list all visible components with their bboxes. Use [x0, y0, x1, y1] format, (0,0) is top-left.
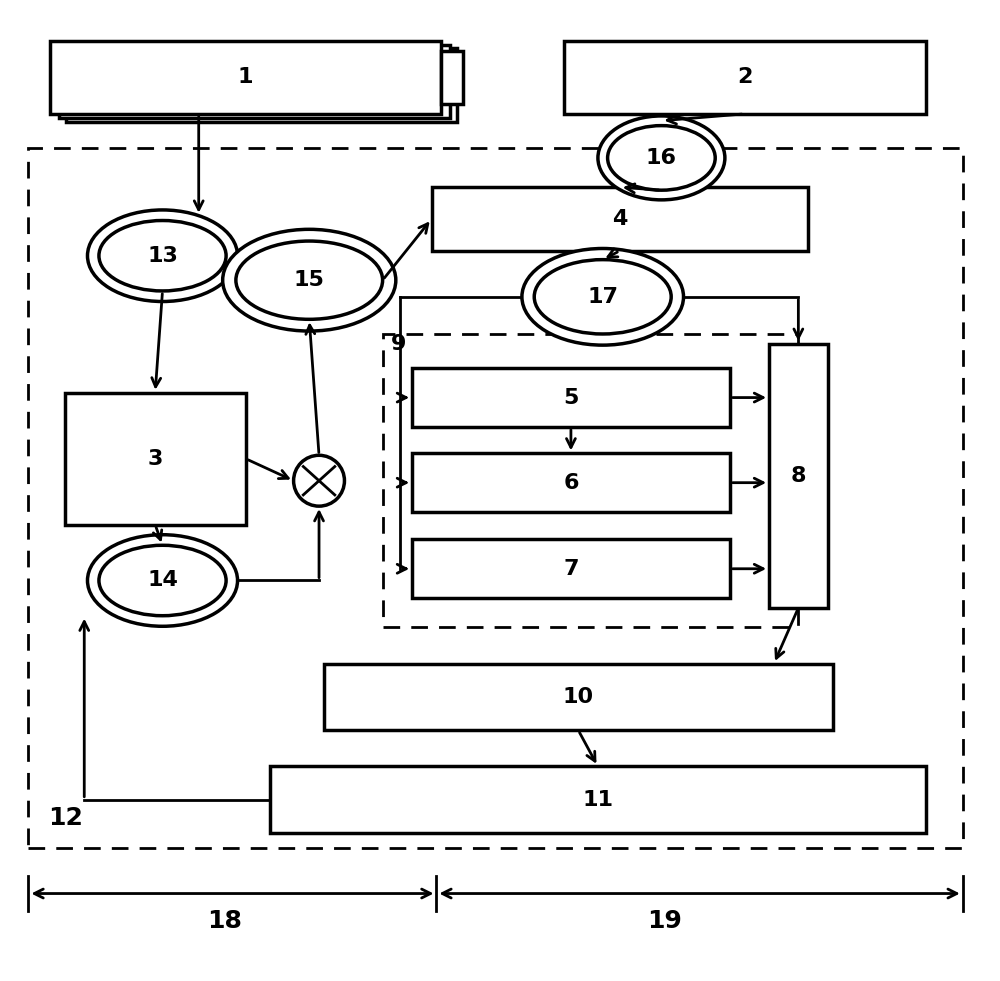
FancyBboxPatch shape	[324, 663, 833, 730]
FancyBboxPatch shape	[412, 453, 730, 512]
Text: 19: 19	[647, 909, 682, 933]
Ellipse shape	[87, 210, 238, 301]
Ellipse shape	[236, 241, 383, 319]
Ellipse shape	[223, 230, 396, 331]
FancyBboxPatch shape	[66, 48, 457, 122]
Text: 12: 12	[48, 806, 83, 830]
FancyBboxPatch shape	[50, 40, 441, 114]
FancyBboxPatch shape	[769, 343, 828, 608]
Text: 13: 13	[147, 245, 178, 266]
FancyBboxPatch shape	[412, 368, 730, 427]
Ellipse shape	[87, 535, 238, 626]
Ellipse shape	[99, 221, 226, 291]
Ellipse shape	[522, 248, 684, 345]
Text: 6: 6	[563, 473, 579, 492]
Text: 5: 5	[563, 387, 579, 407]
Ellipse shape	[99, 545, 226, 616]
Ellipse shape	[598, 116, 725, 200]
Text: 15: 15	[294, 270, 325, 290]
FancyBboxPatch shape	[59, 45, 450, 119]
Text: 14: 14	[147, 571, 178, 591]
Text: 8: 8	[791, 466, 806, 486]
FancyBboxPatch shape	[412, 540, 730, 598]
Text: 2: 2	[737, 68, 752, 87]
Text: 7: 7	[563, 559, 579, 579]
Text: 1: 1	[238, 68, 253, 87]
Text: 10: 10	[563, 687, 594, 707]
Text: 18: 18	[207, 909, 242, 933]
Text: 16: 16	[646, 148, 677, 168]
FancyBboxPatch shape	[270, 766, 926, 833]
Ellipse shape	[608, 126, 715, 190]
FancyBboxPatch shape	[432, 187, 808, 251]
Text: 4: 4	[612, 209, 628, 229]
FancyBboxPatch shape	[441, 51, 463, 104]
Ellipse shape	[534, 260, 671, 334]
Text: 17: 17	[587, 286, 618, 307]
FancyBboxPatch shape	[564, 40, 926, 114]
Text: 9: 9	[390, 334, 406, 354]
Text: 11: 11	[582, 790, 613, 809]
Text: 3: 3	[147, 448, 163, 469]
FancyBboxPatch shape	[65, 392, 246, 525]
